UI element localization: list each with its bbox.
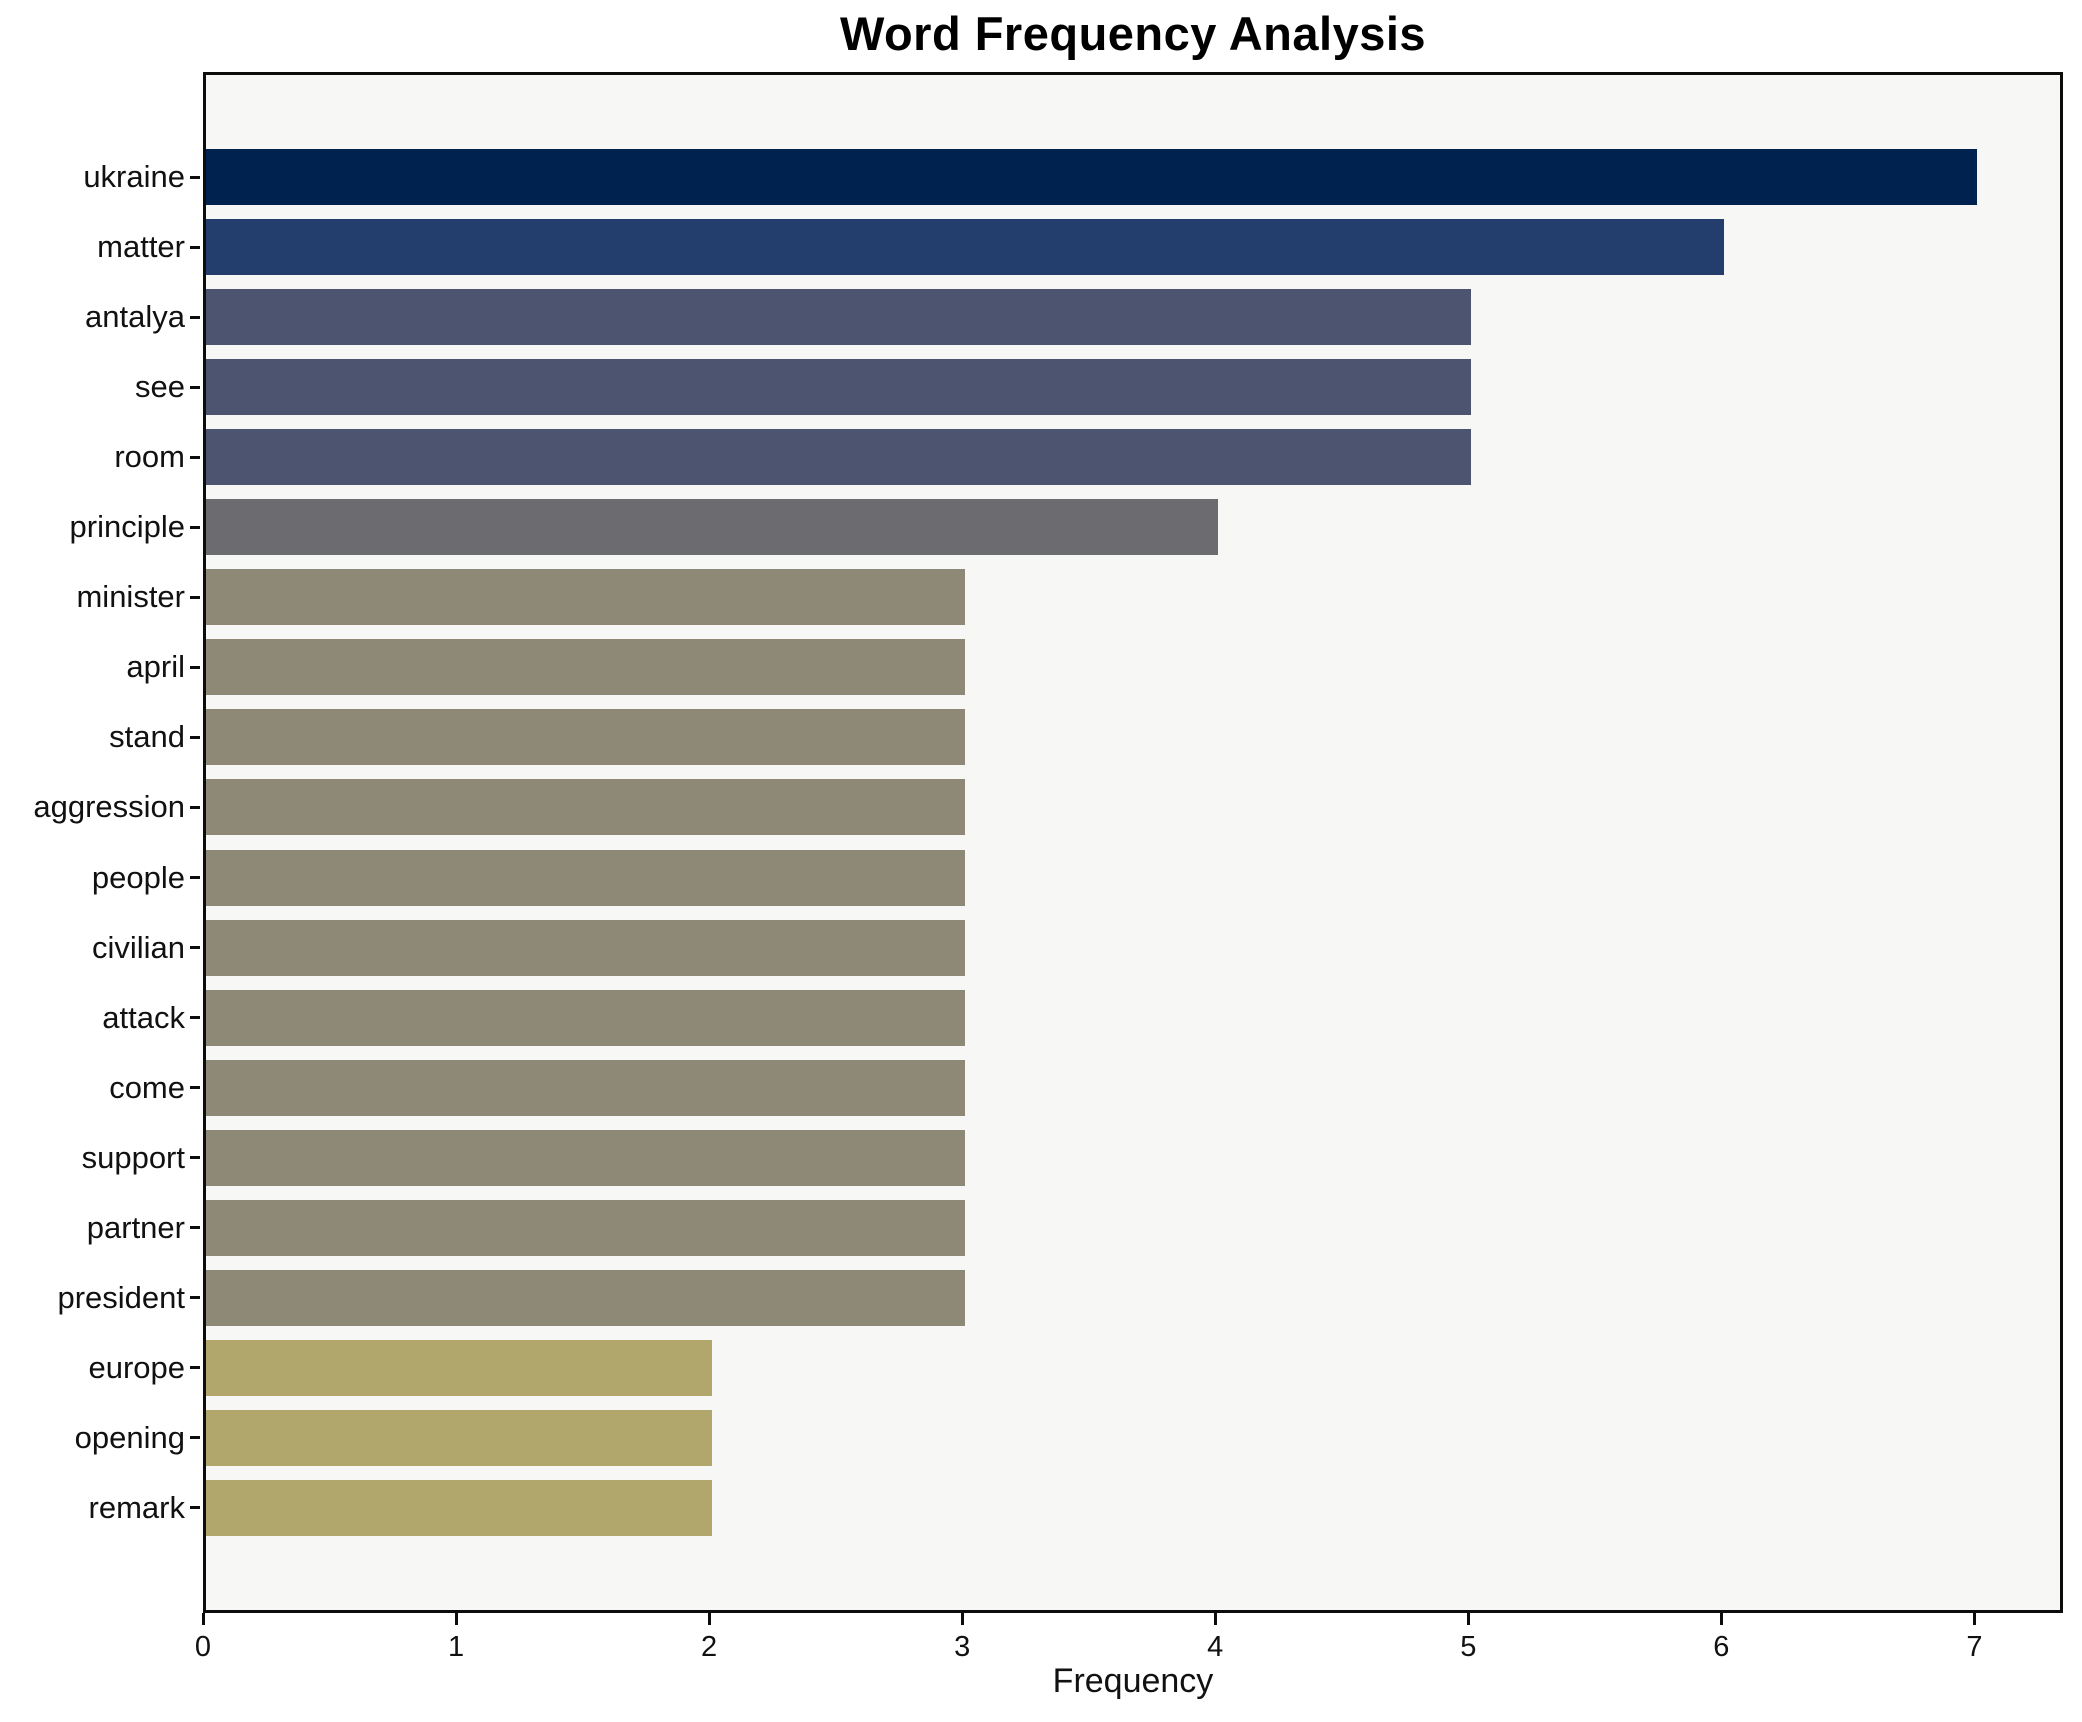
bar-aggression [206, 779, 966, 836]
bar-matter [206, 219, 1725, 276]
bar-support [206, 1129, 966, 1186]
y-tick-label-people: people [91, 859, 185, 895]
x-tick-mark [1719, 1613, 1723, 1625]
y-tick-label-minister: minister [76, 579, 185, 615]
bar-europe [206, 1339, 713, 1396]
y-tick-mark [190, 1296, 200, 1300]
y-tick-label-room: room [114, 439, 185, 475]
x-tick-mark [960, 1613, 964, 1625]
y-tick-label-stand: stand [109, 719, 185, 755]
y-tick-label-opening: opening [74, 1419, 185, 1455]
x-tick-label-5: 5 [1460, 1631, 1477, 1663]
bar-attack [206, 989, 966, 1046]
y-tick-label-europe: europe [88, 1349, 185, 1385]
y-tick-mark [190, 805, 200, 809]
y-tick-label-remark: remark [88, 1489, 185, 1525]
x-tick-mark [707, 1613, 711, 1625]
x-tick-mark [1213, 1613, 1217, 1625]
bar-civilian [206, 919, 966, 976]
bar-president [206, 1269, 966, 1326]
y-tick-label-antalya: antalya [85, 299, 185, 335]
y-tick-mark [190, 1226, 200, 1230]
y-tick-mark [190, 525, 200, 529]
y-tick-label-support: support [81, 1139, 185, 1175]
bar-come [206, 1059, 966, 1116]
y-tick-mark [190, 876, 200, 880]
y-tick-mark [190, 665, 200, 669]
bar-principle [206, 499, 1219, 556]
x-tick-label-1: 1 [447, 1631, 465, 1663]
y-tick-mark [190, 1086, 200, 1090]
y-tick-label-attack: attack [102, 999, 185, 1035]
bar-people [206, 849, 966, 906]
bar-ukraine [206, 149, 1978, 206]
y-tick-label-president: president [57, 1279, 185, 1315]
x-tick-mark [454, 1613, 458, 1625]
y-tick-mark [190, 315, 200, 319]
y-tick-mark [190, 175, 200, 179]
x-tick-mark [201, 1613, 205, 1625]
bar-room [206, 429, 1472, 486]
y-tick-mark [190, 1436, 200, 1440]
x-tick-label-4: 4 [1207, 1631, 1224, 1663]
bar-antalya [206, 289, 1472, 346]
y-tick-mark [190, 735, 200, 739]
y-tick-label-matter: matter [97, 229, 185, 265]
y-tick-mark [190, 385, 200, 389]
x-tick-mark [1972, 1613, 1976, 1625]
bar-remark [206, 1479, 713, 1536]
y-tick-mark [190, 595, 200, 599]
y-tick-mark [190, 1366, 200, 1370]
y-tick-label-april: april [126, 649, 185, 685]
x-tick-label-7: 7 [1966, 1631, 1983, 1663]
x-tick-label-3: 3 [954, 1631, 971, 1663]
y-tick-mark [190, 1506, 200, 1510]
x-axis-label: Frequency [1052, 1662, 1214, 1700]
bar-minister [206, 569, 966, 626]
y-tick-label-ukraine: ukraine [83, 159, 185, 195]
y-tick-mark [190, 1016, 200, 1020]
y-tick-mark [190, 455, 200, 459]
y-tick-label-principle: principle [69, 509, 185, 545]
y-tick-mark [190, 1156, 200, 1160]
y-tick-label-aggression: aggression [33, 789, 185, 825]
x-tick-label-2: 2 [701, 1631, 718, 1663]
y-tick-label-partner: partner [86, 1209, 185, 1245]
x-tick-mark [1466, 1613, 1470, 1625]
x-tick-label-6: 6 [1713, 1631, 1730, 1663]
y-tick-label-see: see [135, 369, 185, 405]
y-tick-label-come: come [109, 1069, 185, 1105]
bar-see [206, 359, 1472, 416]
x-tick-label-0: 0 [194, 1631, 212, 1663]
bar-opening [206, 1409, 713, 1466]
bar-april [206, 639, 966, 696]
chart-title: Word Frequency Analysis [839, 7, 1427, 60]
y-tick-mark [190, 946, 200, 950]
y-tick-mark [190, 245, 200, 249]
bar-partner [206, 1199, 966, 1256]
bar-stand [206, 709, 966, 766]
y-tick-label-civilian: civilian [91, 929, 185, 965]
